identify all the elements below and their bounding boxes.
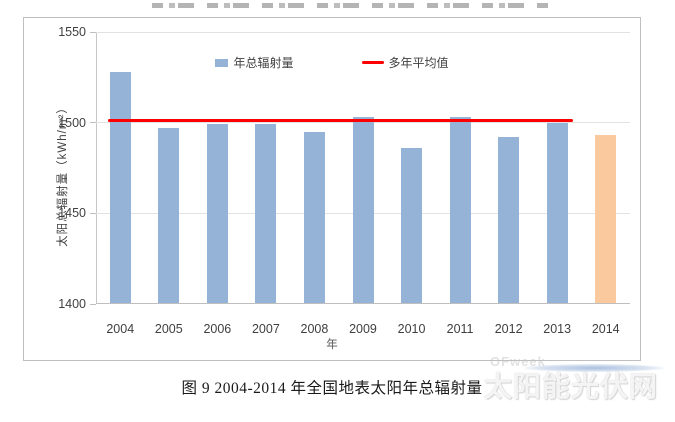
bar-2006 xyxy=(206,124,228,303)
bar-2005 xyxy=(158,128,180,303)
plot-area: 1400 1450 1500 1550 2004 2005 2006 2007 2008 2009… xyxy=(58,26,630,336)
x-tick-label-2005: 2005 xyxy=(154,322,183,336)
x-tick-label-2008: 2008 xyxy=(300,322,329,336)
figure-caption: 图 9 2004-2014 年全国地表太阳年总辐射量 xyxy=(181,380,483,397)
bar-2011 xyxy=(449,117,471,303)
y-axis-tick-1500 xyxy=(90,122,96,124)
x-tick-label-2006: 2006 xyxy=(203,322,232,336)
y-tick-label-1550: 1550 xyxy=(58,25,86,39)
x-tick-label-2012: 2012 xyxy=(494,322,523,336)
bar-2010 xyxy=(401,148,423,303)
clipped-text-remnant xyxy=(152,3,552,8)
average-line xyxy=(107,119,573,123)
bar-2013 xyxy=(546,122,568,303)
x-tick-label-2011: 2011 xyxy=(446,322,474,336)
y-tick-label-1400: 1400 xyxy=(58,297,86,311)
bar-2009 xyxy=(352,117,374,303)
y-tick-label-1500: 1500 xyxy=(58,115,86,130)
chart-area: 太阳总辐射量（kWh/m²） 1400 1450 1500 1550 2004 2005 2… xyxy=(23,17,641,361)
y-axis-line xyxy=(96,32,97,304)
bar-2007 xyxy=(255,124,277,303)
y-tick-label-1450: 1450 xyxy=(58,206,86,221)
y-axis-tick-1550 xyxy=(90,31,96,33)
x-tick-label-2013: 2013 xyxy=(543,322,572,336)
x-axis-title: 年 xyxy=(326,339,338,351)
x-tick-label-2009: 2009 xyxy=(349,322,377,336)
x-tick-label-2014: 2014 xyxy=(591,322,620,336)
bar-2008 xyxy=(303,131,325,303)
bar-2014 xyxy=(595,135,617,303)
watermark-swoosh-graphic xyxy=(524,364,664,372)
y-axis-title: 太阳总辐射量（kWh/m²） xyxy=(57,101,69,247)
x-tick-label-2004: 2004 xyxy=(106,322,135,336)
x-tick-label-2007: 2007 xyxy=(251,322,280,336)
bar-2012 xyxy=(498,137,520,303)
x-tick-label-2010: 2010 xyxy=(397,322,426,336)
y-axis-tick-1450 xyxy=(90,212,96,214)
gridline-1550 xyxy=(96,31,630,33)
bar-2004 xyxy=(109,71,131,303)
y-axis-tick-1400 xyxy=(90,303,96,305)
x-axis-line xyxy=(96,303,630,304)
